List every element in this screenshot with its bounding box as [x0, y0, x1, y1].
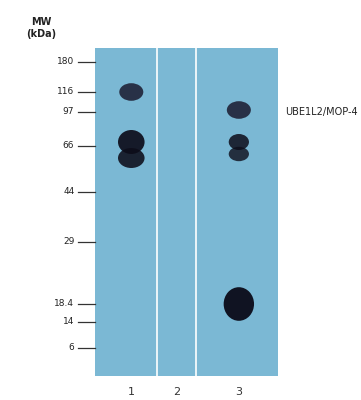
Text: 180: 180: [57, 58, 74, 66]
Ellipse shape: [229, 147, 249, 161]
Ellipse shape: [118, 148, 144, 168]
Text: 1: 1: [128, 387, 135, 397]
Ellipse shape: [229, 134, 249, 150]
Text: 66: 66: [63, 142, 74, 150]
FancyBboxPatch shape: [95, 48, 278, 376]
Text: 6: 6: [69, 344, 74, 352]
Text: 2: 2: [173, 387, 180, 397]
Ellipse shape: [118, 130, 144, 154]
Text: 116: 116: [57, 88, 74, 96]
Text: 97: 97: [63, 108, 74, 116]
Ellipse shape: [224, 287, 254, 321]
Text: 18.4: 18.4: [55, 300, 74, 308]
Text: 3: 3: [235, 387, 242, 397]
Text: 29: 29: [63, 238, 74, 246]
Text: 14: 14: [63, 318, 74, 326]
Text: MW
(kDa): MW (kDa): [26, 17, 56, 39]
Ellipse shape: [227, 101, 251, 119]
Text: UBE1L2/MOP-4: UBE1L2/MOP-4: [285, 107, 357, 117]
Ellipse shape: [119, 83, 143, 101]
Text: 44: 44: [63, 188, 74, 196]
